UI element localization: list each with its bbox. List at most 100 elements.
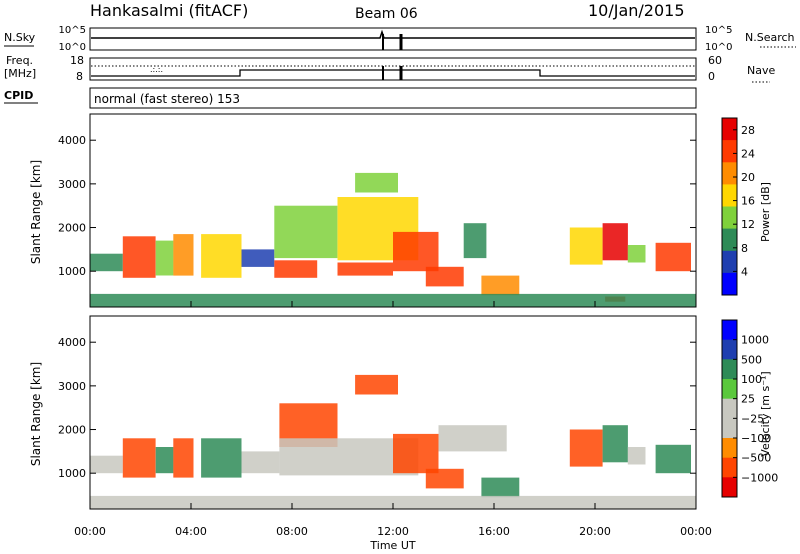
data-region xyxy=(602,223,628,261)
freq-label-line1: Freq. xyxy=(6,54,33,67)
colorbar-tick-label: −500 xyxy=(741,452,771,465)
x-axis-label: Time UT xyxy=(369,539,415,552)
colorbar-frame xyxy=(721,319,738,498)
data-region xyxy=(602,425,628,463)
date-title: 10/Jan/2015 xyxy=(588,1,685,20)
colorbar-segment xyxy=(722,140,737,163)
x-tick-label: 04:00 xyxy=(175,525,207,538)
nsky-tick-bottom: 10^0 xyxy=(59,42,86,53)
data-region xyxy=(274,205,338,259)
y-tick-label: 2000 xyxy=(58,222,86,235)
velocity-y-axis: 1000 2000 3000 4000 xyxy=(58,336,696,480)
data-region xyxy=(393,433,439,474)
data-region xyxy=(122,438,156,478)
data-region xyxy=(241,249,275,267)
velocity-ylabel: Slant Range [km] xyxy=(29,362,43,466)
colorbar-tick-label: −25 xyxy=(741,412,764,425)
data-region xyxy=(355,374,398,395)
data-region xyxy=(463,223,487,259)
y-tick-label: 3000 xyxy=(58,178,86,191)
data-region xyxy=(122,236,156,278)
colorbar-tick-label: 20 xyxy=(741,171,755,184)
colorbar-tick-label: 28 xyxy=(741,124,755,137)
x-tick-label: 00:00 xyxy=(680,525,712,538)
colorbar-segment xyxy=(722,184,737,207)
freq-scatter-marks: .:.:. xyxy=(150,65,163,74)
colorbar-segment xyxy=(722,118,737,141)
colorbar-segment xyxy=(722,359,737,380)
nsearch-tick-bottom: 10^0 xyxy=(705,42,732,53)
data-region xyxy=(355,172,398,193)
data-region xyxy=(241,451,280,474)
colorbar-tick-label: 16 xyxy=(741,195,755,208)
colorbar-tick-label: 4 xyxy=(741,265,748,278)
data-region xyxy=(90,253,123,272)
x-tick-label: 20:00 xyxy=(579,525,611,538)
data-region xyxy=(393,231,439,272)
y-tick-label: 4000 xyxy=(58,134,86,147)
x-tick-label: 08:00 xyxy=(276,525,308,538)
data-region xyxy=(90,455,123,474)
colorbar-tick-label: 25 xyxy=(741,393,755,406)
cpid-frame xyxy=(89,87,697,109)
data-region xyxy=(274,260,318,278)
y-tick-label: 4000 xyxy=(58,336,86,349)
nave-tick-top: 60 xyxy=(708,54,722,67)
x-tick-label: 00:00 xyxy=(74,525,106,538)
nsky-trace xyxy=(91,29,695,39)
colorbar-segment xyxy=(722,477,737,498)
data-region xyxy=(155,447,174,474)
data-region xyxy=(90,293,696,307)
data-region xyxy=(481,275,520,296)
velocity-panel: 1000 2000 3000 4000 Slant Range [km] 1000 50… xyxy=(29,315,778,510)
nsky-label: N.Sky xyxy=(4,31,36,44)
colorbar-tick-label: 24 xyxy=(741,147,755,160)
colorbar-segment xyxy=(722,272,737,296)
colorbar-tick-label: −1000 xyxy=(741,471,778,484)
y-tick-label: 1000 xyxy=(58,467,86,480)
colorbar-segment xyxy=(722,418,737,439)
colorbar-tick-label: 8 xyxy=(741,242,748,255)
colorbar-frame xyxy=(721,117,738,296)
data-region xyxy=(655,444,691,474)
colorbar-segment xyxy=(722,438,737,459)
nsearch-tick-top: 10^5 xyxy=(705,25,732,36)
power-colorbar-label: Power [dB] xyxy=(759,182,772,242)
power-panel: 1000 2000 3000 4000 Slant Range [km] 28 24 20… xyxy=(29,113,772,308)
power-ylabel: Slant Range [km] xyxy=(29,160,43,264)
data-region xyxy=(201,438,242,478)
colorbar-segment xyxy=(722,379,737,400)
x-tick-label: 16:00 xyxy=(478,525,510,538)
colorbar-tick-label: 100 xyxy=(741,373,762,386)
colorbar-tick-label: 500 xyxy=(741,353,762,366)
data-region xyxy=(173,438,194,478)
data-region xyxy=(481,477,520,498)
time-x-axis: 00:00 04:00 08:00 12:00 16:00 20:00 00:00 xyxy=(74,301,712,538)
data-region xyxy=(337,262,393,276)
velocity-colorbar: 1000 500 100 25 −25 −100 −500 −1000 xyxy=(721,319,778,498)
cpid-label: CPID xyxy=(4,89,33,102)
y-tick-label: 1000 xyxy=(58,265,86,278)
nave-tick-bottom: 0 xyxy=(708,70,715,83)
colorbar-segment xyxy=(722,250,737,274)
y-tick-label: 3000 xyxy=(58,380,86,393)
velocity-data-layer xyxy=(90,374,696,509)
x-tick-label: 12:00 xyxy=(377,525,409,538)
data-region xyxy=(569,429,603,467)
nave-label: Nave xyxy=(747,64,775,77)
power-colorbar: 28 24 20 16 12 8 4 xyxy=(721,117,755,296)
colorbar-tick-label: −100 xyxy=(741,432,771,445)
data-region xyxy=(155,240,174,276)
nsky-panel: N.Sky 10^5 10^0 10^5 10^0 N.Search xyxy=(4,25,796,53)
nsearch-label: N.Search xyxy=(745,31,795,44)
freq-tick-top: 18 xyxy=(70,54,84,67)
data-region xyxy=(90,495,696,509)
y-tick-label: 2000 xyxy=(58,424,86,437)
colorbar-tick-label: 1000 xyxy=(741,334,769,347)
data-region xyxy=(627,245,646,263)
beam-title: Beam 06 xyxy=(355,6,418,22)
power-y-axis: 1000 2000 3000 4000 xyxy=(58,134,696,278)
data-region xyxy=(425,266,464,287)
velocity-colorbar-label: Velocity [m s⁻¹] xyxy=(759,371,772,456)
colorbar-segment xyxy=(722,339,737,360)
